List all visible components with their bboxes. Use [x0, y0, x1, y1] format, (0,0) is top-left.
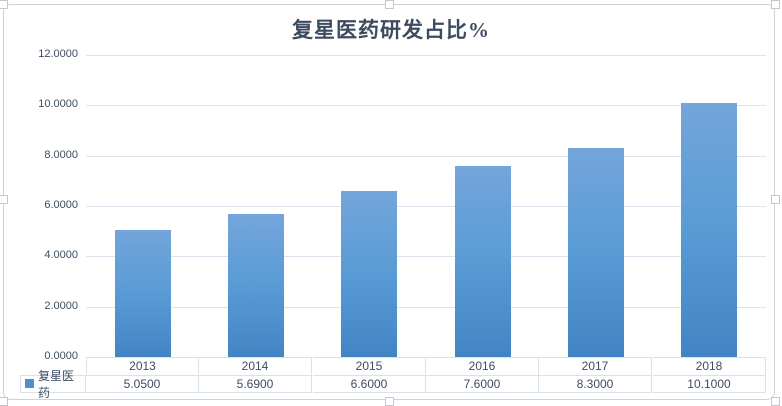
table-header-2017: 2017	[539, 357, 652, 375]
resize-handle[interactable]	[385, 0, 394, 9]
table-header-2013: 2013	[86, 357, 199, 375]
bar-2015[interactable]	[341, 191, 397, 357]
gridline	[86, 307, 766, 308]
gridline	[86, 256, 766, 257]
series-marker-icon	[25, 379, 34, 388]
table-header-2016: 2016	[426, 357, 539, 375]
y-tick-label: 8.0000	[44, 149, 78, 161]
resize-handle[interactable]	[385, 397, 394, 406]
y-tick-label: 12.0000	[38, 48, 78, 60]
resize-handle[interactable]	[771, 195, 780, 204]
legend-cell: 复星医药	[20, 369, 86, 400]
chart-title: 复星医药研发占比%	[292, 18, 490, 42]
resize-handle[interactable]	[771, 397, 780, 406]
bar-2014[interactable]	[228, 214, 284, 357]
resize-handle[interactable]	[0, 397, 8, 406]
table-value-2018: 10.1000	[653, 374, 766, 393]
y-tick-label: 0.0000	[44, 350, 78, 362]
table-value-2014: 5.6900	[199, 374, 312, 393]
gridline	[86, 156, 766, 157]
y-tick-label: 2.0000	[44, 300, 78, 312]
resize-handle[interactable]	[0, 0, 8, 9]
table-value-2015: 6.6000	[313, 374, 426, 393]
gridline	[86, 206, 766, 207]
table-header-2014: 2014	[199, 357, 312, 375]
bar-2016[interactable]	[455, 166, 511, 357]
resize-handle[interactable]	[771, 0, 780, 9]
table-value-2013: 5.0500	[86, 374, 199, 393]
bar-2018[interactable]	[681, 103, 737, 357]
table-value-2016: 7.6000	[426, 374, 539, 393]
legend-label: 复星医药	[38, 368, 75, 400]
gridline	[86, 105, 766, 106]
y-tick-label: 10.0000	[38, 98, 78, 110]
table-header-2018: 2018	[653, 357, 766, 375]
table-value-2017: 8.3000	[539, 374, 652, 393]
bar-2017[interactable]	[568, 148, 624, 357]
resize-handle[interactable]	[0, 195, 8, 204]
table-header-2015: 2015	[313, 357, 426, 375]
bar-2013[interactable]	[115, 230, 171, 357]
gridline	[86, 55, 766, 56]
y-tick-label: 6.0000	[44, 199, 78, 211]
y-tick-label: 4.0000	[44, 249, 78, 261]
